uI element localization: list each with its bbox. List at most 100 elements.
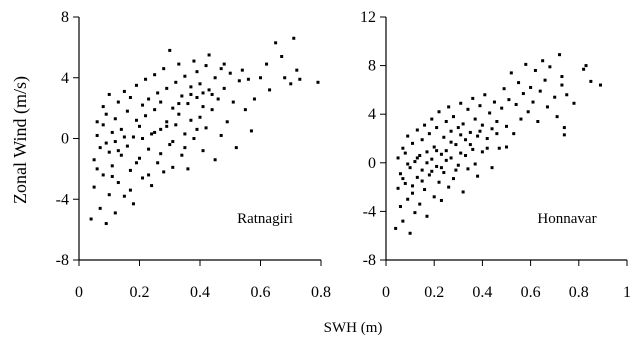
data-point xyxy=(437,180,441,184)
data-point xyxy=(497,146,501,150)
data-point xyxy=(177,102,181,106)
data-point xyxy=(584,64,588,68)
data-point xyxy=(526,110,530,114)
data-point xyxy=(107,193,111,197)
data-point xyxy=(237,79,241,83)
data-point xyxy=(186,102,190,106)
data-point xyxy=(406,134,410,138)
data-point xyxy=(125,109,129,113)
data-point xyxy=(186,167,190,171)
data-point xyxy=(95,120,99,124)
data-point xyxy=(201,105,205,109)
data-point xyxy=(125,144,129,148)
data-point xyxy=(401,177,405,181)
x-tick-label: 0.4 xyxy=(190,284,210,301)
data-point xyxy=(471,96,475,100)
y-tick-label: 0 xyxy=(61,131,69,148)
data-point xyxy=(406,197,410,201)
data-point xyxy=(101,173,105,177)
data-point xyxy=(456,163,460,167)
data-point xyxy=(252,97,256,101)
data-point xyxy=(461,190,465,194)
data-point xyxy=(295,68,299,72)
data-point xyxy=(396,156,400,160)
data-point xyxy=(517,81,521,85)
data-point xyxy=(413,160,417,164)
data-point xyxy=(435,126,439,130)
data-point xyxy=(150,184,154,188)
data-point xyxy=(134,118,138,122)
data-point xyxy=(92,158,96,162)
data-point xyxy=(98,206,102,210)
data-point xyxy=(538,89,542,93)
data-point xyxy=(430,169,434,173)
data-point xyxy=(147,147,151,151)
data-point xyxy=(159,127,163,131)
data-point xyxy=(432,145,436,149)
data-point xyxy=(545,105,549,109)
data-point xyxy=(183,132,187,136)
data-point xyxy=(466,167,470,171)
x-tick-label: 0 xyxy=(75,284,83,301)
data-point xyxy=(177,112,181,116)
data-point xyxy=(461,122,465,126)
data-point xyxy=(292,36,296,40)
data-point xyxy=(558,53,562,57)
data-point xyxy=(500,106,504,110)
data-point xyxy=(505,124,508,128)
data-point xyxy=(213,76,217,80)
data-point xyxy=(423,123,427,127)
x-tick-label: 0.4 xyxy=(472,284,492,301)
x-tick-label: 0.2 xyxy=(130,284,150,301)
data-point xyxy=(442,135,446,139)
data-point xyxy=(444,158,448,162)
data-point xyxy=(289,82,293,86)
data-point xyxy=(246,77,250,81)
data-point xyxy=(598,83,602,87)
data-point xyxy=(529,85,533,89)
data-point xyxy=(131,202,135,206)
data-point xyxy=(425,214,429,218)
data-point xyxy=(425,161,429,165)
data-point xyxy=(104,141,108,145)
data-point xyxy=(572,101,576,105)
data-point xyxy=(107,150,111,154)
y-tick-label: -8 xyxy=(56,252,69,269)
data-point xyxy=(420,179,424,183)
data-point xyxy=(468,130,472,134)
data-point xyxy=(451,115,455,119)
data-point xyxy=(210,108,214,112)
data-point xyxy=(122,135,126,139)
honnavar-panel: 12 8 4 0 -4 -8 0 0.2 0.4 0.6 0.8 1 Honnavar xyxy=(360,9,631,301)
data-point xyxy=(153,130,157,134)
data-point xyxy=(141,176,145,180)
data-point xyxy=(427,173,431,177)
data-point xyxy=(562,126,566,130)
data-point xyxy=(524,62,528,66)
data-point xyxy=(104,222,108,226)
data-point xyxy=(162,67,166,71)
data-point xyxy=(555,115,559,119)
data-point xyxy=(95,167,99,171)
data-point xyxy=(435,149,439,153)
data-point xyxy=(560,83,564,87)
data-point xyxy=(464,138,468,142)
data-point xyxy=(480,150,484,154)
data-point xyxy=(492,100,496,104)
x-tick-label: 0.6 xyxy=(521,284,541,301)
data-point xyxy=(471,147,475,151)
data-point xyxy=(113,140,117,144)
data-point xyxy=(541,59,545,63)
data-point xyxy=(456,126,460,130)
y-axis-title: Zonal Wind (m/s) xyxy=(10,76,31,204)
data-point xyxy=(113,211,117,215)
data-point xyxy=(439,198,443,202)
data-point xyxy=(225,120,229,124)
data-point xyxy=(403,151,407,155)
data-point xyxy=(495,132,499,136)
data-point xyxy=(480,123,484,127)
data-point xyxy=(418,154,422,158)
data-point xyxy=(430,117,434,121)
data-point xyxy=(521,92,525,96)
data-point xyxy=(162,170,166,174)
